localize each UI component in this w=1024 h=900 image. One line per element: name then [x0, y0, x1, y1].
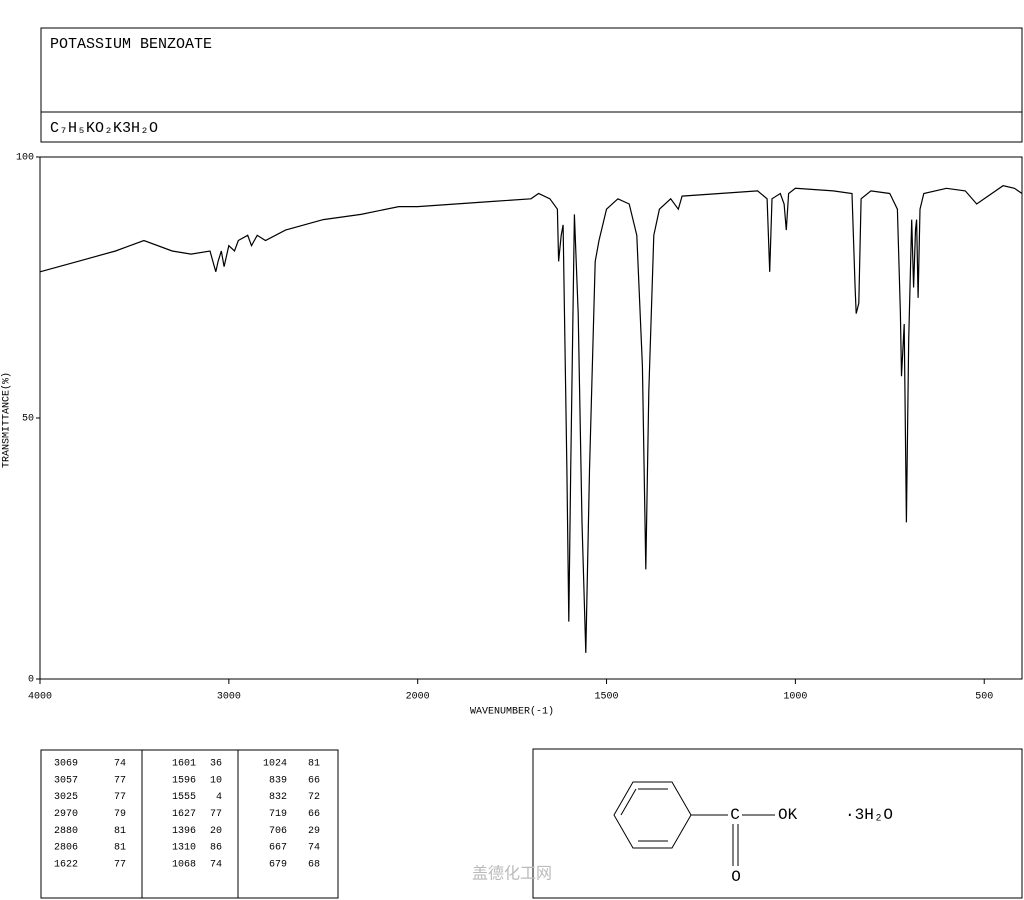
table-cell: 3057 [54, 775, 78, 786]
table-cell: 719 [269, 809, 287, 820]
benzene-ring [613, 781, 692, 849]
plot-frame [39, 156, 1023, 680]
table-cell: 1024 [263, 759, 287, 770]
table-cell: 81 [308, 759, 320, 770]
table-cell: 81 [114, 826, 126, 837]
table-cell: 1627 [172, 809, 196, 820]
table-cell: 1622 [54, 859, 78, 870]
table-cell: 1601 [172, 759, 196, 770]
watermark: 盖德化工网 [472, 864, 552, 883]
table-cell: 1068 [172, 859, 196, 870]
table-cell: 832 [269, 792, 287, 803]
table-cell: 86 [210, 843, 222, 854]
table-cell: 667 [269, 843, 287, 854]
table-cell: 1310 [172, 843, 196, 854]
table-cell: 1555 [172, 792, 196, 803]
y-tick-label: 100 [16, 153, 34, 164]
x-tick-label: 4000 [28, 692, 52, 703]
table-cell: 679 [269, 859, 287, 870]
x-axis-label: WAVENUMBER(-1) [470, 706, 554, 718]
spectrum-line [39, 185, 1023, 653]
table-cell: 66 [308, 775, 320, 786]
formula: C₇H₅KO₂K3H₂O [50, 120, 158, 137]
table-cell: 20 [210, 826, 222, 837]
x-tick-label: 2000 [406, 692, 430, 703]
y-axis-label: TRANSMITTANCE(%) [1, 372, 13, 468]
y-tick-label: 0 [28, 675, 34, 686]
table-cell: 77 [114, 792, 126, 803]
table-cell: 77 [210, 809, 222, 820]
x-tick-label: 1500 [595, 692, 619, 703]
table-cell: 2806 [54, 843, 78, 854]
table-cell: 66 [308, 809, 320, 820]
x-tick-label: 3000 [217, 692, 241, 703]
double-bond [620, 788, 637, 816]
y-tick-label: 50 [22, 414, 34, 425]
table-cell: 4 [216, 792, 222, 803]
table-cell: 1596 [172, 775, 196, 786]
atom-label: OK [778, 806, 798, 824]
atom-label: C [730, 806, 740, 824]
table-cell: 36 [210, 759, 222, 770]
structure: C O OK ·3H₂O [532, 748, 1023, 899]
table-cell: 1396 [172, 826, 196, 837]
table-cell: 74 [210, 859, 222, 870]
table-cell: 81 [114, 843, 126, 854]
table-cell: 72 [308, 792, 320, 803]
table-cell: 10 [210, 775, 222, 786]
table-cell: 77 [114, 775, 126, 786]
table-cell: 29 [308, 826, 320, 837]
compound-name: POTASSIUM BENZOATE [50, 36, 212, 53]
table-frame [40, 749, 339, 899]
atom-label: O [731, 868, 741, 886]
table-cell: 2880 [54, 826, 78, 837]
table-cell: 3025 [54, 792, 78, 803]
table-cell: 74 [114, 759, 126, 770]
table-cell: 706 [269, 826, 287, 837]
table-cell: 839 [269, 775, 287, 786]
table-cell: 74 [308, 843, 320, 854]
header-box [40, 27, 1023, 143]
peak-table: 3069 74 3057 77 3025 77 2970 79 2880 81 2806 81 1622… [40, 749, 339, 899]
structure-frame [532, 748, 1023, 899]
table-cell: 2970 [54, 809, 78, 820]
x-tick-label: 500 [975, 692, 993, 703]
x-tick-label: 1000 [783, 692, 807, 703]
table-cell: 68 [308, 859, 320, 870]
hydrate-label: ·3H₂O [845, 806, 893, 824]
table-cell: 3069 [54, 759, 78, 770]
table-cell: 79 [114, 809, 126, 820]
table-cell: 77 [114, 859, 126, 870]
